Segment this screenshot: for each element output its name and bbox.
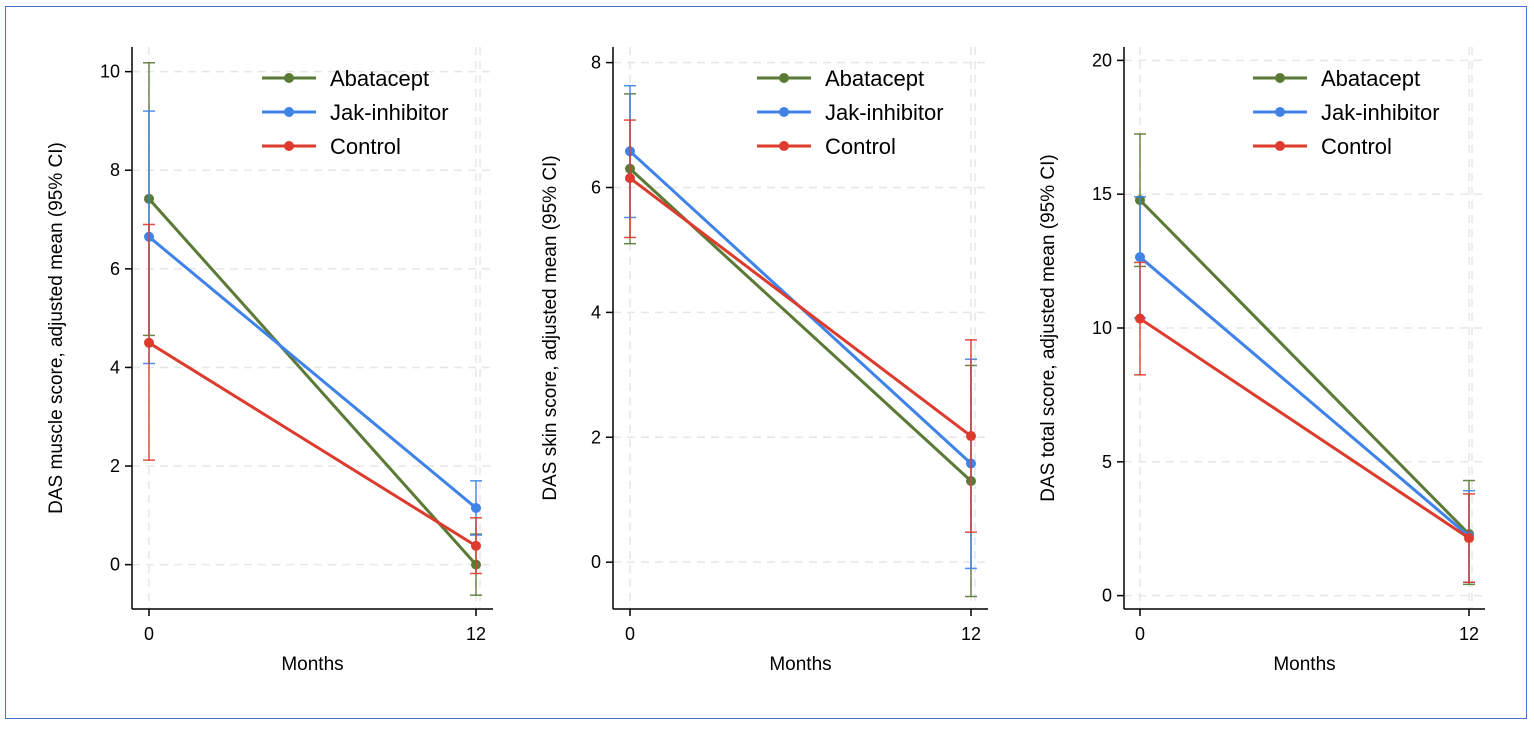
legend-label: Abatacept xyxy=(330,66,429,91)
x-axis-title: Months xyxy=(281,654,343,675)
legend-label: Jak-inhibitor xyxy=(330,100,449,125)
y-tick-label: 15 xyxy=(1092,184,1112,204)
legend-swatch-marker xyxy=(284,141,294,151)
series-line xyxy=(147,197,478,566)
y-tick-label: 6 xyxy=(110,259,120,279)
legend-item-jak-inhibitor: Jak-inhibitor xyxy=(262,100,449,125)
x-tick-label: 0 xyxy=(144,624,154,644)
x-axis-title: Months xyxy=(1273,654,1335,675)
legend-swatch-marker xyxy=(1275,107,1285,117)
data-point xyxy=(471,502,481,513)
series-control xyxy=(1134,261,1475,583)
x-tick-label: 0 xyxy=(1135,624,1145,644)
legend-item-control: Control xyxy=(1253,134,1392,159)
legend-swatch-marker xyxy=(779,107,789,117)
y-tick-label: 10 xyxy=(1092,318,1112,338)
y-axis-title: DAS total score, adjusted mean (95% CI) xyxy=(1038,154,1059,501)
data-point xyxy=(1135,252,1145,263)
series-jak-inhibitor xyxy=(1134,196,1475,583)
legend-item-control: Control xyxy=(757,134,896,159)
legend-swatch-marker xyxy=(284,107,294,117)
y-tick-label: 10 xyxy=(100,62,120,82)
series-line xyxy=(148,235,477,510)
series-line xyxy=(1139,317,1470,540)
series-jak-inhibitor xyxy=(624,84,977,570)
y-tick-label: 20 xyxy=(1092,50,1112,70)
data-point xyxy=(625,173,635,184)
legend-item-jak-inhibitor: Jak-inhibitor xyxy=(1253,100,1440,125)
legend-swatch-marker xyxy=(1275,73,1285,83)
x-tick-label: 12 xyxy=(466,624,486,644)
legend-item-abatacept: Abatacept xyxy=(757,66,924,91)
series-line xyxy=(629,176,972,438)
chart-panel-1: 0 2 4 6 8 10 0 12 Months DAS muscle score, adjust… xyxy=(46,47,493,675)
legend-label: Abatacept xyxy=(1321,66,1420,91)
legend-label: Control xyxy=(330,134,401,159)
y-tick-label: 8 xyxy=(591,53,601,73)
data-point xyxy=(1135,313,1145,324)
data-point xyxy=(1464,533,1474,544)
legend-swatch-marker xyxy=(284,73,294,83)
series-control xyxy=(624,119,977,533)
series-abatacept xyxy=(624,93,977,598)
x-tick-label: 0 xyxy=(625,624,635,644)
y-tick-label: 2 xyxy=(591,427,601,447)
series-line xyxy=(1139,255,1470,538)
y-tick-label: 4 xyxy=(591,302,601,322)
x-tick-label: 12 xyxy=(1459,624,1479,644)
legend-label: Abatacept xyxy=(825,66,924,91)
figure-frame xyxy=(5,6,1527,719)
legend-item-control: Control xyxy=(262,134,401,159)
legend-label: Jak-inhibitor xyxy=(1321,100,1440,125)
y-tick-label: 2 xyxy=(110,456,120,476)
legend-item-jak-inhibitor: Jak-inhibitor xyxy=(757,100,944,125)
data-point xyxy=(966,431,976,442)
x-tick-label: 12 xyxy=(961,624,981,644)
legend-label: Control xyxy=(825,134,896,159)
y-tick-label: 8 xyxy=(110,160,120,180)
series-abatacept xyxy=(143,62,482,596)
y-tick-label: 6 xyxy=(591,178,601,198)
series-control xyxy=(143,223,482,575)
series-line xyxy=(148,341,477,548)
legend-swatch-marker xyxy=(1275,141,1285,151)
x-axis-title: Months xyxy=(769,654,831,675)
series-jak-inhibitor xyxy=(143,110,482,536)
y-tick-label: 4 xyxy=(110,357,120,377)
legend-swatch-marker xyxy=(779,73,789,83)
legend-item-abatacept: Abatacept xyxy=(1253,66,1420,91)
legend-item-abatacept: Abatacept xyxy=(262,66,429,91)
y-tick-label: 0 xyxy=(1102,586,1112,606)
legend-label: Jak-inhibitor xyxy=(825,100,944,125)
series-line xyxy=(1138,199,1471,536)
series-abatacept xyxy=(1134,133,1475,586)
data-point xyxy=(144,337,154,348)
y-axis-title: DAS muscle score, adjusted mean (95% CI) xyxy=(46,142,67,514)
legend-label: Control xyxy=(1321,134,1392,159)
y-tick-label: 5 xyxy=(1102,452,1112,472)
chart-panel-3: 0 5 10 15 20 0 12 Months DAS total score, adjust… xyxy=(1038,47,1485,675)
y-axis-title: DAS skin score, adjusted mean (95% CI) xyxy=(540,155,561,500)
legend-swatch-marker xyxy=(779,141,789,151)
data-point xyxy=(471,540,481,551)
chart-panel-2: 0 2 4 6 8 0 12 Months DAS skin score, adjusted m… xyxy=(540,47,988,675)
y-tick-label: 0 xyxy=(591,552,601,572)
y-tick-label: 0 xyxy=(110,555,120,575)
